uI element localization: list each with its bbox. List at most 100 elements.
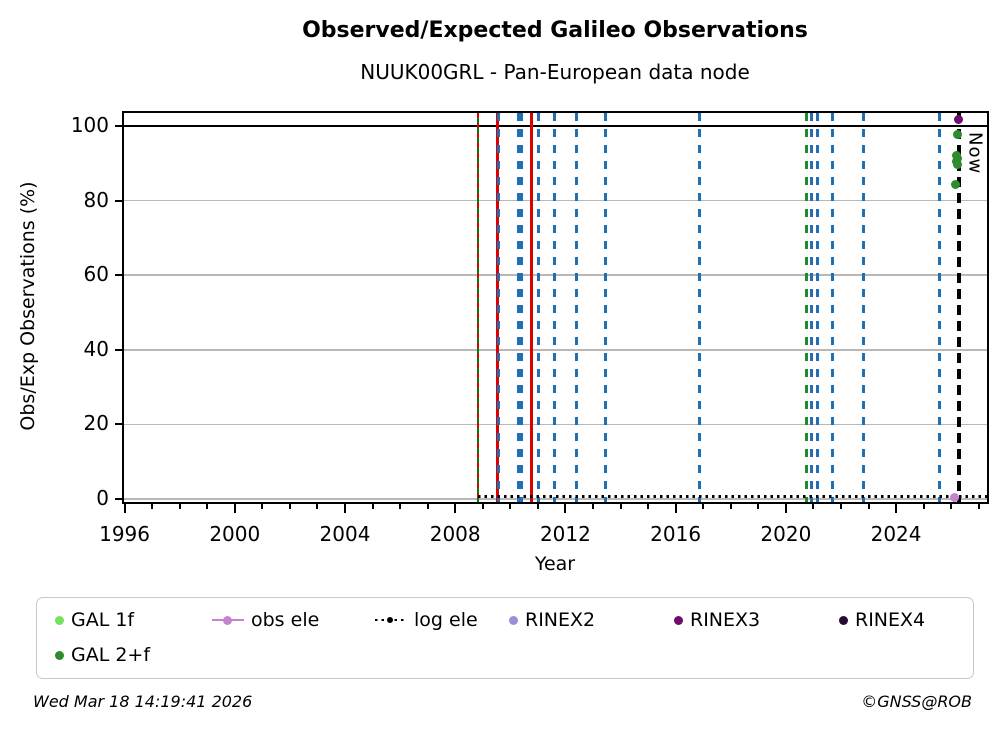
y-tick bbox=[115, 423, 124, 426]
legend-item-rinex2: RINEX2 bbox=[509, 607, 595, 633]
x-tick-minor bbox=[647, 504, 650, 509]
event-line-2012.4 bbox=[574, 113, 578, 502]
x-tick-minor bbox=[950, 504, 953, 509]
x-tick-major bbox=[123, 504, 126, 513]
y-tick-label: 20 bbox=[83, 411, 109, 436]
event-line-2016.88 bbox=[698, 113, 702, 502]
legend-label: GAL 2+f bbox=[71, 644, 151, 666]
plot-area: 0 20 40 60 80 100 1996 2000 2004 2008 2012 2016 2020… bbox=[71, 111, 989, 546]
legend-item-rinex4: RINEX4 bbox=[839, 607, 925, 633]
legend-label: RINEX2 bbox=[525, 609, 596, 631]
x-tick-minor bbox=[509, 504, 512, 509]
timestamp: Wed Mar 18 14:19:41 2026 bbox=[33, 692, 253, 711]
data-point-rinex3 bbox=[953, 115, 963, 125]
x-tick-major bbox=[233, 504, 236, 513]
x-tick-minor bbox=[839, 504, 842, 509]
legend-item-gal-2-f: GAL 2+f bbox=[55, 642, 150, 668]
event-line-2011.6 bbox=[552, 113, 556, 502]
x-tick-minor bbox=[178, 504, 181, 509]
legend-marker-dot bbox=[387, 617, 393, 623]
x-tick-minor bbox=[261, 504, 264, 509]
rinex4-marker-icon bbox=[839, 615, 848, 625]
x-tick-label: 2004 bbox=[319, 522, 371, 546]
x-tick-minor bbox=[206, 504, 209, 509]
y-tick-label: 40 bbox=[83, 336, 109, 361]
log-ele-marker-icon bbox=[375, 616, 407, 625]
x-tick-minor bbox=[922, 504, 925, 509]
legend-label: RINEX3 bbox=[690, 609, 761, 631]
x-tick-major bbox=[674, 504, 677, 513]
x-tick-minor bbox=[977, 504, 980, 509]
event-line-2020.75 bbox=[805, 113, 809, 502]
legend-item-obs-ele: obs ele bbox=[212, 607, 319, 633]
legend-label: GAL 1f bbox=[71, 609, 135, 631]
x-tick-major bbox=[564, 504, 567, 513]
event-line-2011.02 bbox=[536, 113, 540, 502]
legend-item-log-ele: log ele bbox=[375, 607, 478, 633]
now-line bbox=[957, 113, 962, 502]
y-tick bbox=[115, 199, 124, 202]
x-tick-minor bbox=[757, 504, 760, 509]
data-point-obs-ele bbox=[949, 492, 959, 502]
y-tick bbox=[115, 274, 124, 277]
event-line-2025.58 bbox=[938, 113, 942, 502]
data-point-gal-2-f bbox=[952, 160, 962, 170]
y-tick-label: 0 bbox=[96, 486, 109, 511]
rinex2-marker-icon bbox=[509, 615, 518, 625]
legend-label: RINEX4 bbox=[855, 609, 926, 631]
legend-label: log ele bbox=[414, 609, 478, 631]
x-tick-minor bbox=[812, 504, 815, 509]
obs-ele-marker-icon bbox=[212, 615, 244, 625]
x-tick-minor bbox=[151, 504, 154, 509]
x-tick-minor bbox=[619, 504, 622, 509]
x-tick-minor bbox=[867, 504, 870, 509]
x-tick-label: 2012 bbox=[539, 522, 591, 546]
x-tick-minor bbox=[426, 504, 429, 509]
event-line-2010.78 bbox=[530, 113, 533, 502]
event-line-2010.42 bbox=[520, 113, 524, 502]
event-line-2009.58 bbox=[497, 113, 501, 502]
event-line-2021.15 bbox=[816, 113, 820, 502]
x-tick-minor bbox=[729, 504, 732, 509]
legend-item-gal-1f: GAL 1f bbox=[55, 607, 134, 633]
x-tick-major bbox=[343, 504, 346, 513]
data-point-gal-2-f bbox=[950, 179, 960, 189]
event-line-2020.92 bbox=[809, 113, 813, 502]
legend: GAL 1f obs ele log ele RINEX2 RINEX3 RINEX4 GA… bbox=[36, 597, 974, 679]
event-line-2022.82 bbox=[862, 113, 866, 502]
x-tick-label: 2016 bbox=[650, 522, 702, 546]
copyright: ©GNSS@ROB bbox=[861, 692, 972, 711]
data-point-gal-2-f bbox=[952, 130, 962, 140]
event-line-2021.7 bbox=[831, 113, 835, 502]
x-tick-minor bbox=[288, 504, 291, 509]
x-tick-minor bbox=[536, 504, 539, 509]
legend-item-rinex3: RINEX3 bbox=[674, 607, 760, 633]
x-tick-minor bbox=[316, 504, 319, 509]
y-tick bbox=[115, 348, 124, 351]
x-tick-minor bbox=[371, 504, 374, 509]
y-tick-label: 100 bbox=[70, 113, 109, 138]
x-tick-minor bbox=[702, 504, 705, 509]
x-tick-minor bbox=[591, 504, 594, 509]
event-line-2013.45 bbox=[603, 113, 607, 502]
gal-2-f-marker-icon bbox=[55, 650, 64, 660]
x-tick-minor bbox=[481, 504, 484, 509]
x-tick-label: 2008 bbox=[429, 522, 481, 546]
legend-label: obs ele bbox=[251, 609, 320, 631]
legend-marker-dot bbox=[223, 615, 232, 625]
event-line-2010.3 bbox=[517, 113, 521, 502]
y-tick bbox=[115, 498, 124, 501]
x-axis-label: Year bbox=[534, 553, 576, 575]
y-axis-label: Obs/Exp Observations (%) bbox=[17, 181, 39, 431]
page-title: Observed/Expected Galileo Observations bbox=[302, 18, 808, 43]
y-tick-label: 60 bbox=[83, 262, 109, 287]
x-tick-label: 2020 bbox=[760, 522, 812, 546]
x-tick-major bbox=[454, 504, 457, 513]
rinex3-marker-icon bbox=[674, 615, 683, 625]
x-tick-label: 2024 bbox=[870, 522, 922, 546]
log-ele-line bbox=[478, 495, 987, 498]
x-tick-label: 2000 bbox=[209, 522, 261, 546]
gal-1f-marker-icon bbox=[55, 615, 64, 625]
page-subtitle: NUUK00GRL - Pan-European data node bbox=[360, 60, 750, 84]
